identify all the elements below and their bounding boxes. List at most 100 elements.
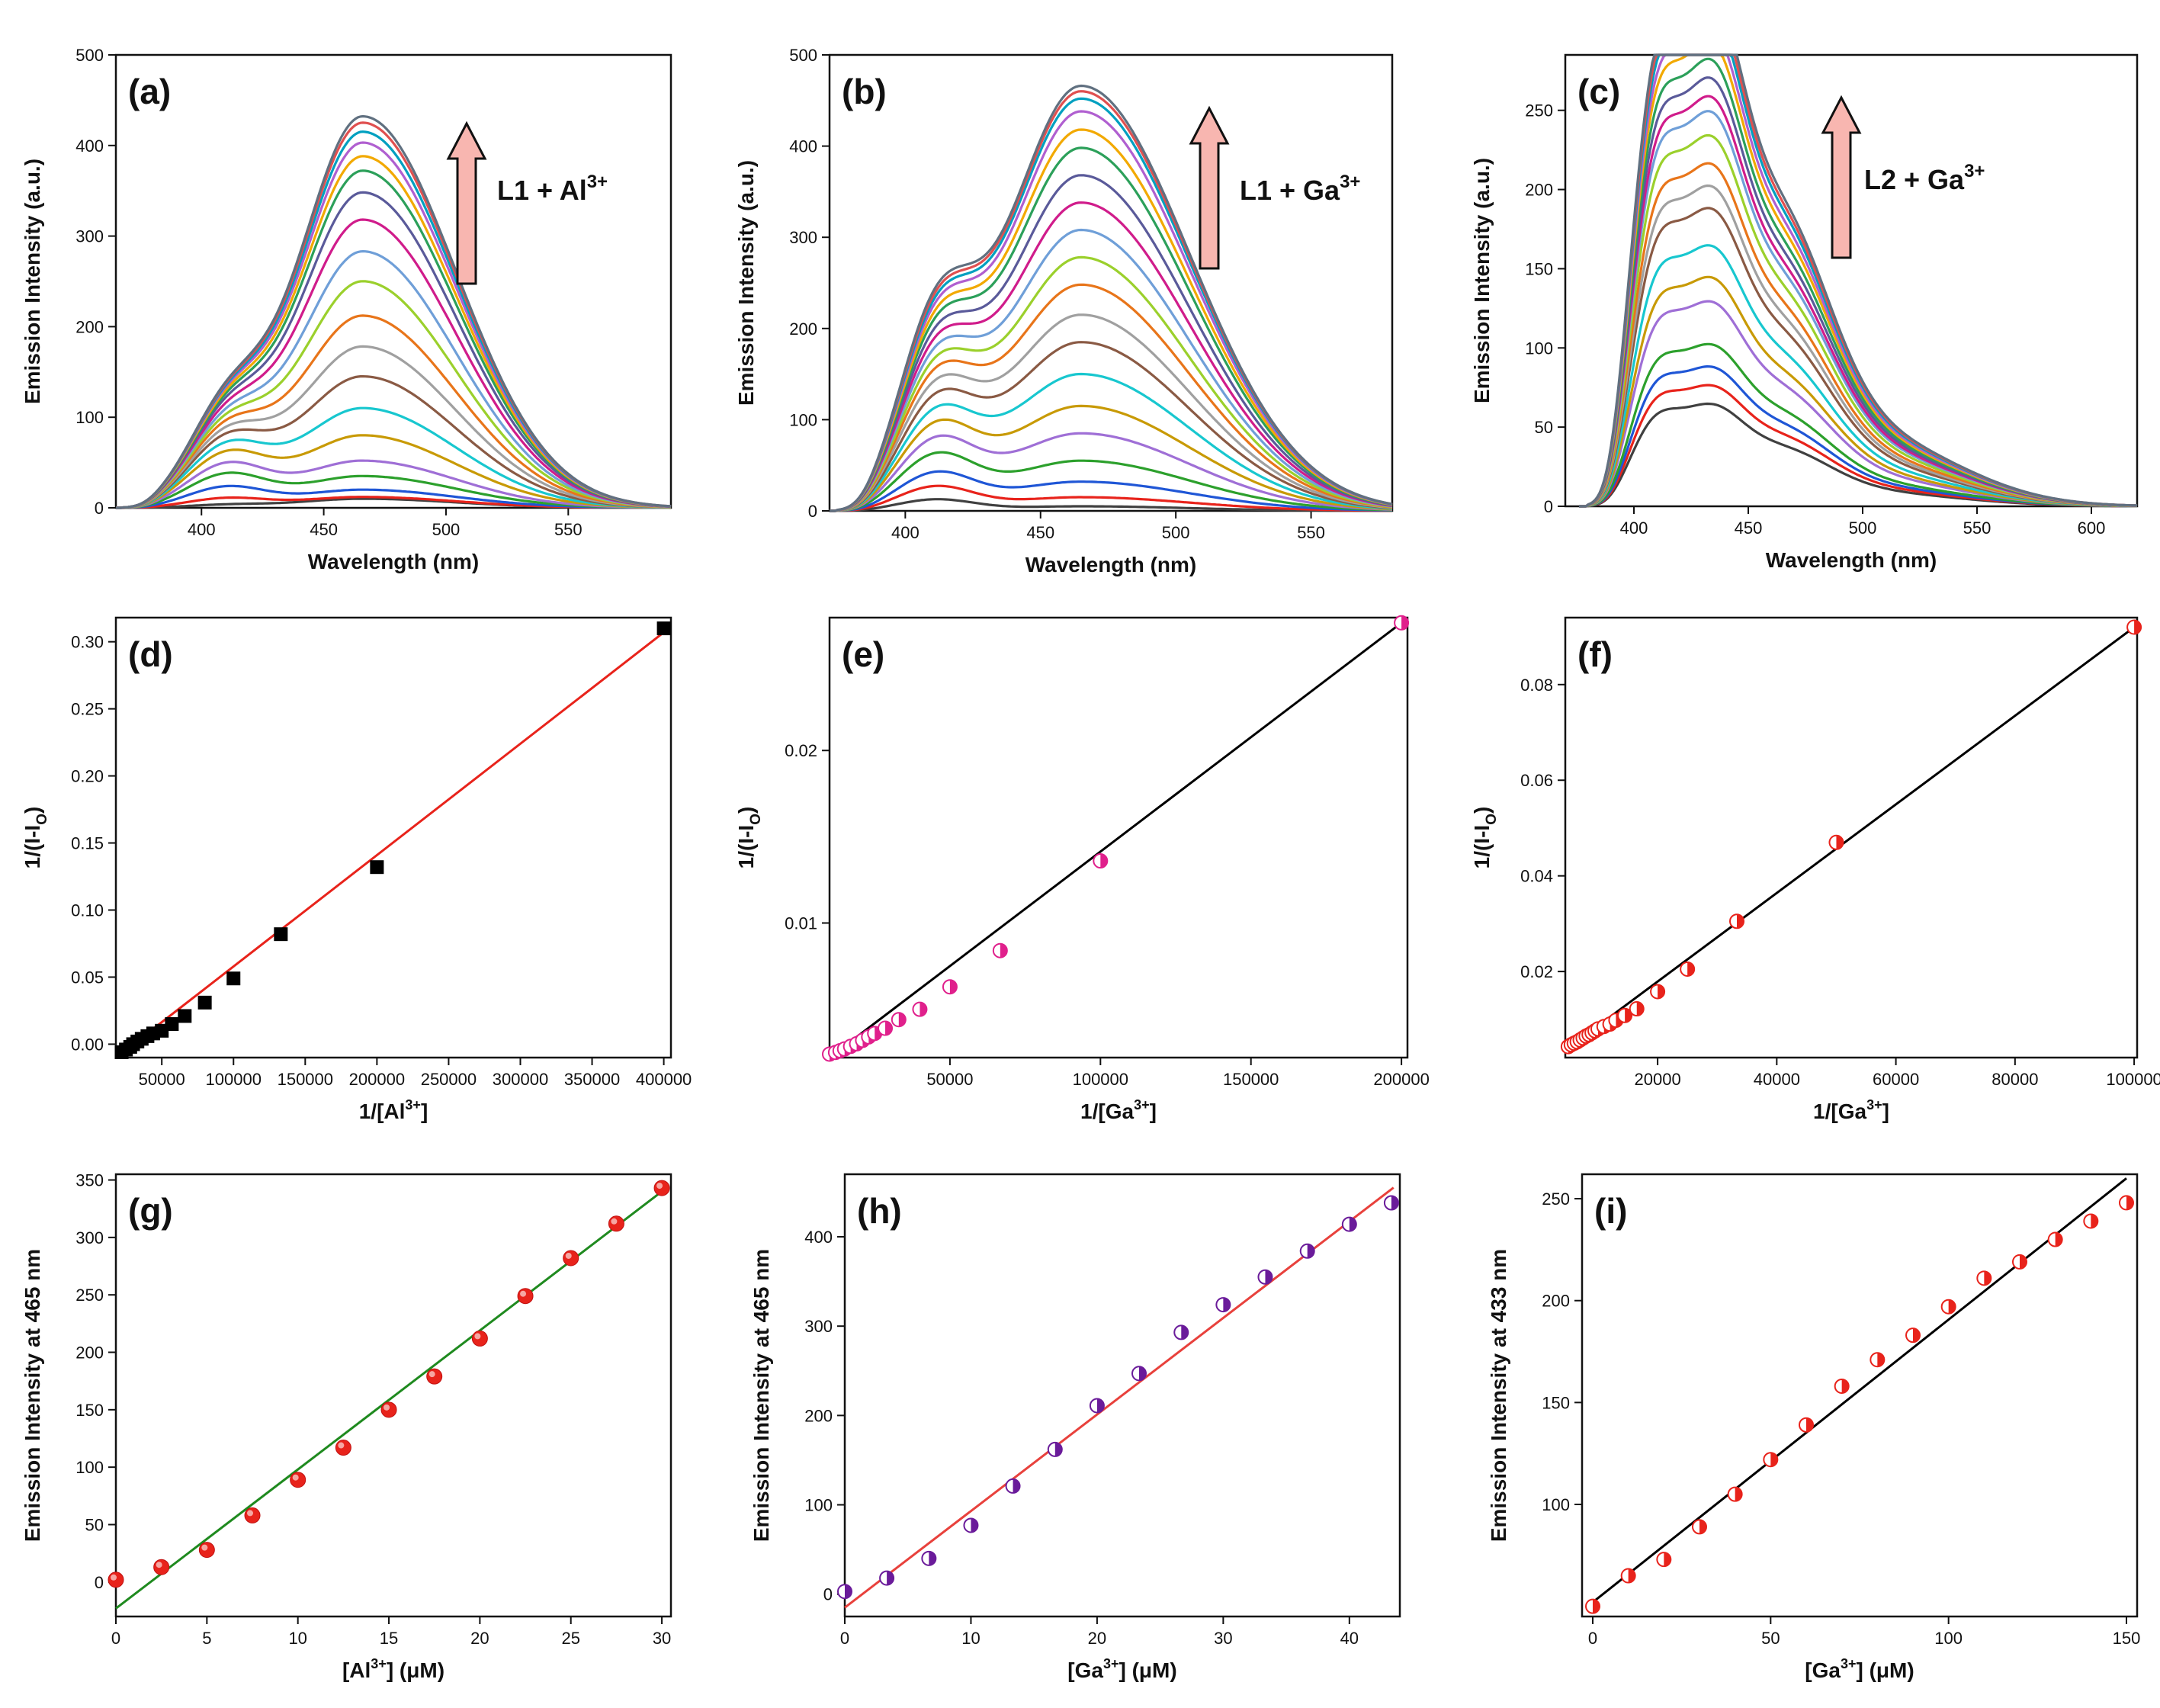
data-point-half	[1664, 1552, 1671, 1567]
y-axis-title-base: 1/(I-I	[734, 825, 758, 869]
x-tick-label: 550	[1297, 523, 1325, 542]
y-tick-label: 0.02	[1520, 962, 1553, 981]
y-axis-title: Emission Intensity (a.u.)	[734, 160, 758, 406]
x-axis-title-sup: 3+	[371, 1656, 387, 1671]
x-axis-title-end: ] (μM)	[1119, 1658, 1177, 1682]
y-tick-label: 0.20	[71, 767, 104, 786]
y-tick-label: 100	[75, 408, 104, 427]
y-axis-title: Emission Intensity at 465 nm	[749, 1249, 773, 1542]
plot-frame	[1564, 616, 2139, 1059]
panel-label: (c)	[1577, 72, 1620, 111]
data-point-body	[653, 1180, 670, 1196]
data-point-half	[1223, 1298, 1231, 1312]
x-tick-label: 350000	[564, 1070, 620, 1089]
data-point	[1383, 1195, 1399, 1211]
data-point-body	[335, 1440, 351, 1456]
y-axis-title-base: Emission Intensity at 465 nm	[749, 1249, 773, 1542]
data-point-body	[608, 1215, 624, 1232]
data-point-highlight	[565, 1252, 572, 1259]
data-point	[178, 1009, 192, 1023]
spectrum-line-8	[830, 313, 1393, 512]
data-point	[226, 971, 241, 986]
y-tick-label: 50	[1535, 418, 1553, 437]
y-axis-title-sub: O	[1484, 814, 1500, 825]
data-point-half	[887, 1571, 894, 1585]
data-point-half	[1307, 1244, 1314, 1258]
fit-line	[1592, 1177, 2127, 1604]
data-point	[942, 979, 958, 995]
spectrum-line-1	[830, 484, 1392, 512]
panel-e-reciprocal-plot-ga: 50000 100000 150000 200000 0.01 0.02 (e) 1/[Ga3…	[734, 615, 1430, 1123]
data-point-half	[1735, 1487, 1742, 1501]
panel-label: (e)	[842, 634, 884, 674]
data-point	[2083, 1213, 2099, 1229]
x-tick-label: 50000	[926, 1070, 973, 1089]
x-axis-title-sup: 3+	[405, 1097, 421, 1112]
y-tick-label: 200	[75, 1344, 104, 1363]
x-tick-label: 60000	[1873, 1070, 1919, 1089]
x-tick-label: 450	[310, 520, 338, 539]
spectrum-line-4	[830, 432, 1393, 512]
data-point-half	[1836, 835, 1844, 849]
data-point	[197, 995, 212, 1010]
plot-frame	[114, 1173, 672, 1618]
data-point	[653, 1180, 670, 1196]
spectrum-line-6	[116, 406, 672, 509]
x-tick-label: 150000	[1223, 1070, 1279, 1089]
data-point	[1692, 1519, 1707, 1535]
data-point-half	[1096, 1398, 1104, 1413]
data-point-body	[108, 1572, 124, 1588]
x-axis-title: [Al3+] (μM)	[342, 1656, 445, 1682]
spectrum-line-5	[116, 434, 671, 509]
data-point	[1680, 961, 1696, 977]
data-point	[380, 1401, 397, 1418]
data-point-body	[517, 1288, 534, 1305]
y-tick-label: 100	[75, 1458, 104, 1477]
data-point	[1620, 1568, 1636, 1584]
spectrum-line-4	[116, 459, 671, 509]
x-axis-title: [Ga3+] (μM)	[1067, 1656, 1176, 1682]
x-axis-title-sup: 3+	[1841, 1656, 1857, 1671]
spectrum-line-6	[830, 372, 1393, 512]
data-point	[563, 1250, 579, 1267]
y-tick-label: 300	[789, 228, 817, 247]
data-point-half	[1391, 1196, 1398, 1210]
data-point-highlight	[611, 1218, 618, 1225]
spectrum-line-10	[116, 280, 672, 509]
x-tick-label: 100000	[1073, 1070, 1128, 1089]
data-point	[963, 1517, 979, 1533]
y-tick-label: 350	[75, 1171, 104, 1190]
data-point	[1585, 1598, 1600, 1614]
x-axis-title: Wavelength (nm)	[308, 550, 480, 573]
data-point	[656, 621, 671, 636]
y-axis-title-base: Emission Intensity at 433 nm	[1487, 1249, 1510, 1542]
fit-line	[117, 631, 665, 1057]
y-axis-title: Emission Intensity at 465 nm	[21, 1249, 44, 1542]
annotation-sup: 3+	[1340, 172, 1360, 192]
data-point-half	[1265, 1270, 1273, 1284]
x-axis-title-end: ] (μM)	[387, 1658, 445, 1682]
x-axis-title-base: [Ga	[1805, 1658, 1841, 1682]
spectrum-line-12	[116, 218, 672, 509]
spectrum-line-11	[830, 228, 1393, 512]
x-tick-label: 40	[1340, 1629, 1359, 1648]
y-tick-label: 200	[789, 319, 817, 339]
data-point-half	[1658, 984, 1665, 999]
data-point-body	[198, 1542, 215, 1559]
panel-b-spectra-l1-ga: 400 450 500 550 0 100 200 300 400 500 (b) Wavelengt…	[734, 46, 1394, 576]
data-point-half	[971, 1518, 978, 1533]
y-tick-label: 500	[789, 46, 817, 65]
data-point	[1828, 834, 1844, 850]
data-point-half	[1806, 1417, 1813, 1432]
data-point	[2126, 619, 2142, 635]
x-tick-label: 10	[288, 1629, 307, 1648]
data-point	[1656, 1552, 1672, 1568]
data-point	[1763, 1452, 1779, 1468]
spectrum-line-7	[116, 375, 672, 509]
data-point	[1173, 1324, 1189, 1340]
x-tick-label: 40000	[1754, 1070, 1800, 1089]
x-tick-label: 300000	[493, 1070, 548, 1089]
data-point	[1940, 1299, 1956, 1315]
annotation-sup: 3+	[1964, 161, 1985, 181]
data-point	[878, 1020, 894, 1036]
